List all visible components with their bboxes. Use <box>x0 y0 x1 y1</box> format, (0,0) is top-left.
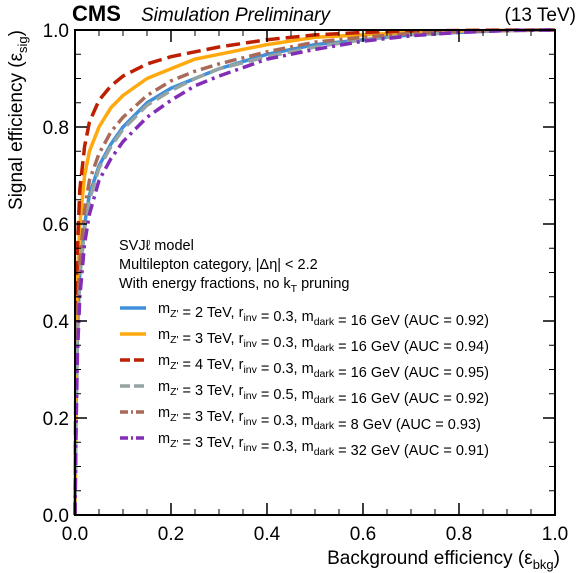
legend-entry-4: mZ' = 3 TeV, rinv = 0.5, mdark = 16 GeV … <box>158 379 489 407</box>
y-tick-label: 1.0 <box>43 21 69 42</box>
x-tick-label: 0.6 <box>350 524 376 545</box>
y-tick-label: 0.8 <box>43 118 69 139</box>
y-tick-label: 0.2 <box>43 409 69 430</box>
plot-frame <box>74 29 556 516</box>
legend-entry-3: mZ' = 4 TeV, rinv = 0.3, mdark = 16 GeV … <box>158 353 489 381</box>
roc-curve-5 <box>73 28 556 516</box>
x-tick-label: 0.0 <box>62 524 88 545</box>
legend-entry-6: mZ' = 3 TeV, rinv = 0.3, mdark = 32 GeV … <box>158 431 489 459</box>
header-energy: (13 TeV) <box>505 5 576 26</box>
y-axis-title: Signal efficiency (εsig) <box>6 30 30 210</box>
roc-curve-4 <box>73 28 556 516</box>
curves-layer <box>73 28 556 516</box>
legend-entry-5: mZ' = 3 TeV, rinv = 0.3, mdark = 8 GeV (… <box>158 405 481 433</box>
legend-header-line: Multilepton category, |Δη| < 2.2 <box>119 257 318 273</box>
x-axis-title: Background efficiency (εbkg) <box>327 548 560 572</box>
y-tick-label: 0.4 <box>43 312 70 333</box>
legend-entry-1: mZ' = 2 TeV, rinv = 0.3, mdark = 16 GeV … <box>158 301 489 329</box>
header-status: Simulation Preliminary <box>141 5 332 26</box>
legend-header-line: With energy fractions, no kT pruning <box>119 276 350 295</box>
legend-entry-2: mZ' = 3 TeV, rinv = 0.3, mdark = 16 GeV … <box>158 327 489 355</box>
roc-curve-6 <box>73 28 556 516</box>
y-tick-label: 0.6 <box>43 215 69 236</box>
roc-curve-3 <box>73 28 555 516</box>
x-tick-label: 1.0 <box>542 524 568 545</box>
x-tick-label: 0.8 <box>446 524 472 545</box>
x-tick-label: 0.4 <box>254 524 281 545</box>
ticks-layer: 0.00.0 0.2 0.2 0.4 0.4 0.6 0.6 0.8 0.8 1.0 1.0 <box>43 21 569 545</box>
x-tick-label: 0.2 <box>158 524 184 545</box>
y-tick-label: 0.0 <box>43 506 69 527</box>
legend: SVJℓ model Multilepton category, |Δη| < 2… <box>119 238 489 459</box>
header-experiment: CMS <box>72 1 121 26</box>
legend-header-line: SVJℓ model <box>119 238 194 254</box>
